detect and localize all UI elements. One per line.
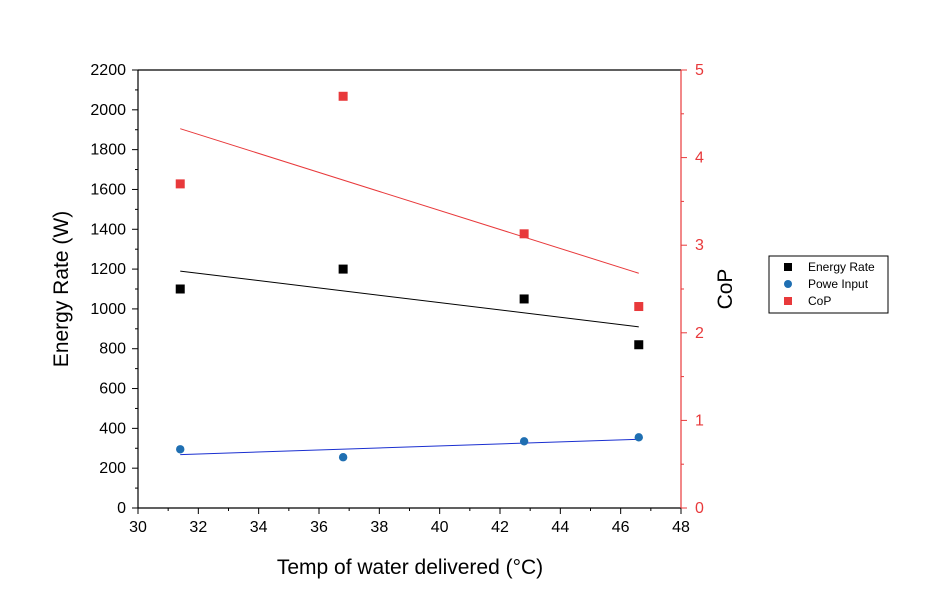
y-axis-left: 0 200 400 600 800 1000 1200 1400 1600 1800 2000 220… (90, 62, 139, 517)
y2-tick-label: 5 (695, 62, 704, 79)
point-energy-rate (338, 264, 348, 274)
y-tick-label: 2000 (90, 102, 126, 119)
x-tick-label: 32 (189, 519, 207, 536)
trend-line-powe-input (180, 438, 639, 456)
y2-tick-label: 0 (695, 500, 704, 517)
trend-line-cop (180, 128, 639, 274)
x-axis-title: Temp of water delivered (°C) (277, 556, 543, 579)
x-tick-label: 44 (551, 519, 569, 536)
y-tick-label: 400 (99, 420, 126, 437)
point-cop (175, 179, 185, 189)
y-tick-label: 1000 (90, 301, 126, 318)
legend-energy-rate-marker (784, 263, 792, 271)
legend-cop-marker (784, 297, 792, 305)
y-tick-label: 1800 (90, 142, 126, 159)
legend-powe-input-marker (784, 280, 792, 288)
y-axis-title: Energy Rate (W) (50, 211, 73, 367)
point-powe-input (176, 445, 185, 454)
legend-powe-input-label: Powe Input (808, 277, 869, 291)
x-tick-label: 48 (672, 519, 690, 536)
y2-tick-label: 4 (695, 150, 704, 167)
y2-tick-label: 3 (695, 237, 704, 254)
point-cop (634, 302, 644, 312)
y-tick-label: 600 (99, 381, 126, 398)
y-tick-label: 0 (117, 500, 126, 517)
data-points (175, 91, 644, 462)
y2-tick-label: 2 (695, 325, 704, 342)
x-tick-label: 38 (370, 519, 388, 536)
x-axis: 30 32 34 36 38 40 42 44 46 48 (129, 507, 690, 536)
point-cop (338, 91, 348, 101)
point-powe-input (634, 433, 643, 442)
x-tick-label: 40 (431, 519, 449, 536)
y-axis-right: 0 1 2 3 4 5 (680, 62, 704, 517)
y-tick-label: 2200 (90, 62, 126, 79)
y-tick-label: 200 (99, 460, 126, 477)
x-tick-label: 30 (129, 519, 147, 536)
point-energy-rate (175, 284, 185, 294)
x-tick-label: 36 (310, 519, 328, 536)
y-tick-label: 1600 (90, 181, 126, 198)
y2-tick-label: 1 (695, 412, 704, 429)
point-cop (519, 229, 529, 239)
point-powe-input (338, 453, 348, 462)
y-tick-label: 1400 (90, 221, 126, 238)
point-energy-rate (634, 340, 644, 350)
trend-line-energy-rate (180, 270, 639, 328)
legend-energy-rate-label: Energy Rate (808, 260, 875, 274)
y-tick-label: 1200 (90, 261, 126, 278)
trend-lines (180, 128, 639, 456)
legend-cop-label: CoP (808, 294, 831, 308)
y2-axis-title: CoP (714, 269, 737, 310)
x-tick-label: 34 (250, 519, 268, 536)
x-tick-label: 42 (491, 519, 509, 536)
point-powe-input (519, 437, 529, 446)
x-tick-label: 46 (612, 519, 630, 536)
legend: Energy Rate Powe Input CoP (768, 255, 889, 314)
point-energy-rate (519, 294, 529, 304)
y-tick-label: 800 (99, 341, 126, 358)
